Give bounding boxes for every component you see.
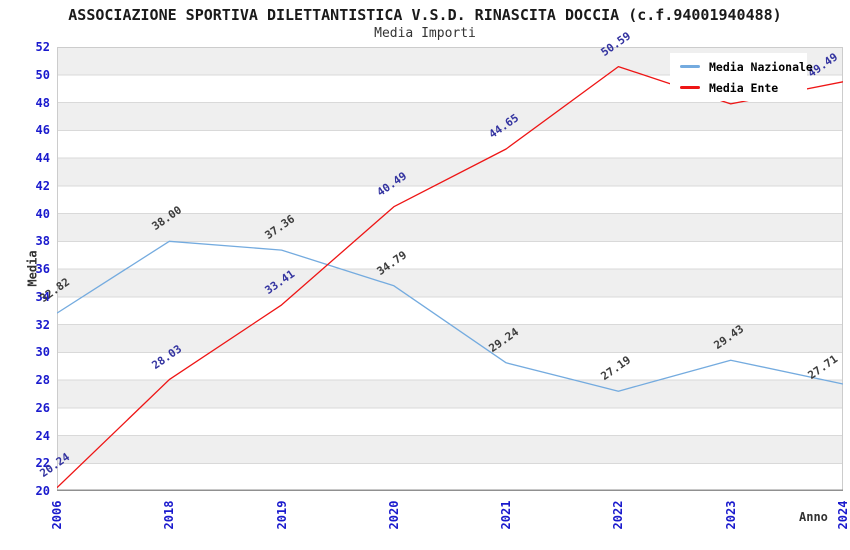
plot-band xyxy=(57,463,843,491)
plot-band xyxy=(57,269,843,297)
y-tick-label: 24 xyxy=(35,428,50,443)
x-tick-label: 2021 xyxy=(499,500,514,530)
y-tick-label: 26 xyxy=(35,400,50,415)
legend-label-media-ente: Media Ente xyxy=(709,80,779,95)
plot-band xyxy=(57,102,843,131)
plot-band xyxy=(57,158,843,186)
y-tick-label: 32 xyxy=(35,317,50,332)
y-tick-label: 34 xyxy=(35,289,50,304)
plot-band xyxy=(57,130,843,158)
y-tick-label: 28 xyxy=(35,373,50,387)
plot-band xyxy=(57,352,843,380)
plot-band xyxy=(57,380,843,408)
y-tick-label: 40 xyxy=(35,206,50,221)
chart-subtitle: Media Importi xyxy=(374,26,476,41)
x-tick-label: 2024 xyxy=(836,500,850,530)
y-tick-label: 42 xyxy=(35,178,50,193)
chart-title: ASSOCIAZIONE SPORTIVA DILETTANTISTICA V.… xyxy=(68,6,782,24)
y-tick-label: 46 xyxy=(35,123,50,138)
plot-band xyxy=(57,213,843,242)
plot-band xyxy=(57,241,843,269)
legend-item-media-ente: Media Ente xyxy=(670,81,807,95)
y-tick-label: 44 xyxy=(35,151,50,165)
series-line-media-nazionale xyxy=(57,240,843,392)
x-tick-label: 2018 xyxy=(162,500,177,530)
plot-band xyxy=(57,185,843,214)
plot-band xyxy=(57,324,843,353)
x-axis-title: Anno xyxy=(799,510,828,524)
x-tick-label: 2006 xyxy=(50,500,64,530)
y-tick-label: 52 xyxy=(35,40,50,54)
plot-area xyxy=(57,47,843,491)
x-tick-label: 2022 xyxy=(611,500,626,530)
legend-swatch-media-nazionale-icon xyxy=(680,65,700,68)
y-tick-label: 30 xyxy=(35,345,50,360)
y-tick-label: 48 xyxy=(35,95,50,110)
y-tick-label: 22 xyxy=(35,456,50,471)
legend-item-media-nazionale: Media Nazionale xyxy=(670,60,813,74)
y-tick-label: 36 xyxy=(35,262,50,276)
plot-band xyxy=(57,435,843,464)
legend-swatch-media-ente-icon xyxy=(680,86,700,89)
legend-label-media-nazionale: Media Nazionale xyxy=(709,59,813,74)
y-tick-label: 38 xyxy=(35,234,50,249)
plot-band xyxy=(57,407,843,436)
y-tick-label: 50 xyxy=(35,67,50,82)
legend: Media Nazionale Media Ente xyxy=(670,53,813,101)
x-tick-label: 2020 xyxy=(386,500,401,530)
y-tick-label: 20 xyxy=(35,484,50,498)
plot-band xyxy=(57,296,843,325)
x-tick-label: 2023 xyxy=(723,500,738,530)
x-tick-label: 2019 xyxy=(274,500,289,530)
